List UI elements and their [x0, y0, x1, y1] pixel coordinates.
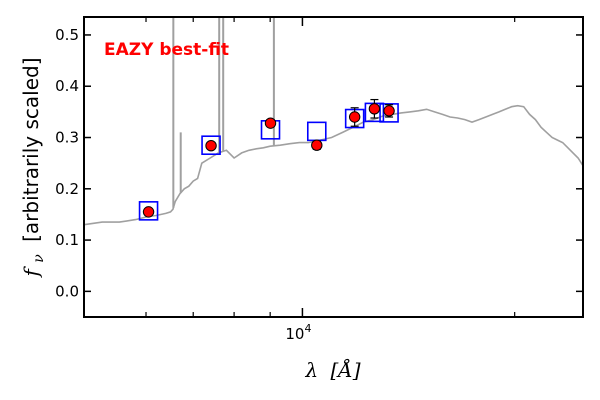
x-tick-label: 104: [285, 322, 311, 343]
template-continuum-line: [83, 104, 584, 226]
model-flux-box: [201, 135, 221, 156]
model-flux-box: [379, 103, 399, 123]
observed-flux-point: [383, 105, 395, 117]
y-tick-label: 0.3: [55, 129, 79, 147]
x-axis-title: λ [Å]: [304, 357, 360, 382]
observed-flux-point: [205, 140, 217, 152]
y-axis-description: [arbitrarily scaled]: [19, 57, 43, 241]
x-axis-symbol: λ: [304, 358, 318, 382]
template-spectrum: [83, 17, 584, 226]
observed-flux-point: [348, 111, 361, 123]
plot-area: [83, 17, 584, 226]
x-tick-label-base: 10: [285, 325, 304, 343]
y-axis-symbol: f: [19, 266, 43, 279]
model-flux-box: [138, 201, 159, 221]
y-tick-label: 0.0: [55, 282, 79, 300]
y-tick-label: 0.4: [55, 77, 79, 95]
y-axis-subscript: ν: [31, 254, 47, 263]
y-tick-label: 0.2: [55, 180, 79, 198]
observed-flux-points: [142, 98, 395, 218]
x-tick-label-exponent: 4: [304, 322, 311, 335]
observed-flux-point: [368, 103, 381, 115]
annotation-label: EAZY best-fit: [104, 40, 229, 60]
y-axis-title: f ν [arbitrarily scaled]: [19, 57, 48, 278]
y-tick-label: 0.1: [55, 231, 79, 249]
axis-ticks: 0.0 0.1 0.2 0.3 0.4 0.5 104: [55, 17, 583, 343]
observed-flux-point: [311, 139, 323, 151]
observed-flux-point: [264, 117, 277, 129]
plot-frame: [83, 16, 584, 318]
y-tick-label: 0.5: [55, 26, 79, 44]
x-axis-unit: [Å]: [330, 357, 360, 382]
observed-flux-point: [142, 206, 155, 218]
